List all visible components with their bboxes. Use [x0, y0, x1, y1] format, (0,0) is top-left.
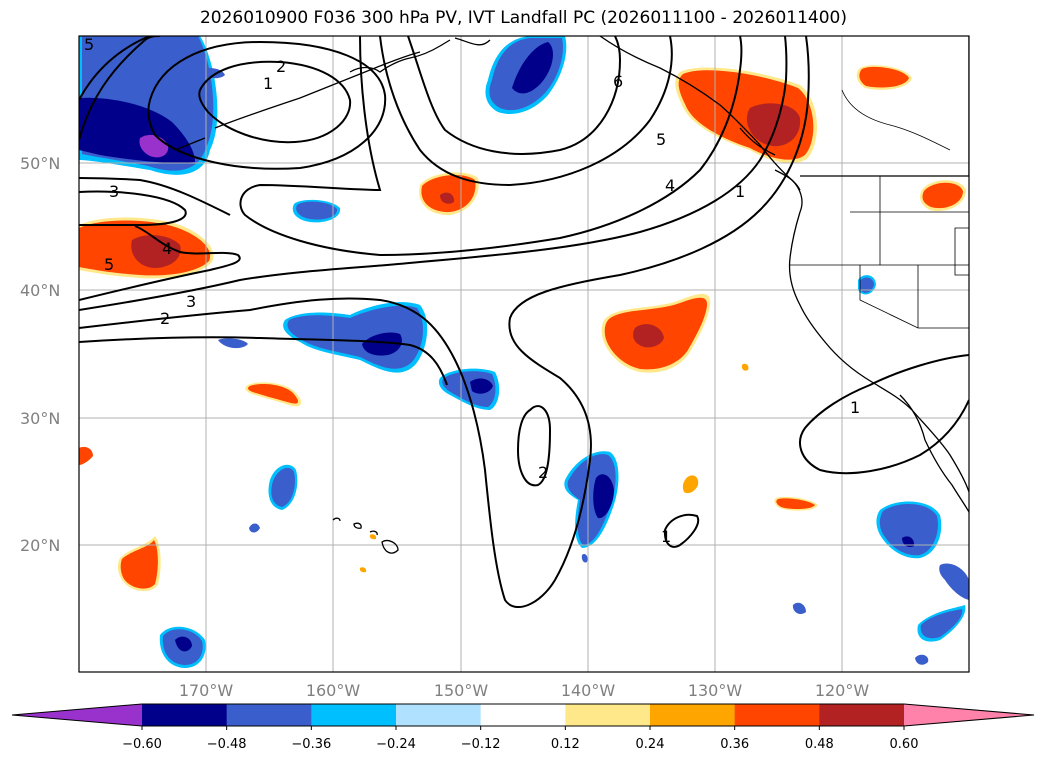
- contour-label: 2: [160, 309, 170, 328]
- contour-label: 5: [656, 130, 666, 149]
- colorbar-box: [396, 704, 482, 726]
- colorbar-tick-label: −0.48: [207, 737, 247, 752]
- colorbar-tick-label: 0.12: [551, 737, 580, 752]
- lat-label-30n: 30°N: [20, 409, 60, 428]
- lon-label-130w: 130°W: [688, 681, 743, 700]
- lon-label-120w: 120°W: [815, 681, 870, 700]
- colorbar-tick-label: −0.60: [122, 737, 162, 752]
- colorbar-box: [226, 704, 312, 726]
- contour-label: 6: [613, 72, 623, 91]
- colorbar-tick-label: 0.60: [890, 737, 919, 752]
- contour-label: 1: [263, 74, 273, 93]
- contour-labels: 5 2 1 6 5 4 1 3 4 5 3 2 2 1 1: [84, 35, 860, 546]
- negative-anomaly-shading: [79, 36, 969, 668]
- contour-label: 5: [84, 35, 94, 54]
- colorbar-box: [819, 704, 905, 726]
- map-panel: 5 2 1 6 5 4 1 3 4 5 3 2 2 1 1: [79, 35, 969, 672]
- contour-label: 4: [665, 176, 675, 195]
- lat-label-20n: 20°N: [20, 536, 60, 555]
- colorbar-tick-label: 0.48: [805, 737, 834, 752]
- lat-label-40n: 40°N: [20, 281, 60, 300]
- lat-label-50n: 50°N: [20, 154, 60, 173]
- colorbar-box: [480, 704, 566, 726]
- latitude-labels: 50°N 40°N 30°N 20°N: [20, 154, 60, 555]
- positive-anomaly-shading: [79, 65, 966, 592]
- lon-label-150w: 150°W: [434, 681, 489, 700]
- colorbar-extend-low: [12, 704, 142, 726]
- colorbar-tick-label: 0.36: [720, 737, 749, 752]
- colorbar-tick-label: 0.24: [636, 737, 665, 752]
- lon-label-170w: 170°W: [179, 681, 234, 700]
- colorbar-box: [142, 704, 228, 726]
- colorbar-tick-label: −0.12: [461, 737, 501, 752]
- contour-label: 1: [735, 182, 745, 201]
- coastlines: [174, 36, 969, 554]
- lon-label-160w: 160°W: [306, 681, 361, 700]
- lon-label-140w: 140°W: [561, 681, 616, 700]
- map-frame: [78, 35, 970, 673]
- longitude-labels: 170°W 160°W 150°W 140°W 130°W 120°W: [179, 681, 870, 700]
- colorbar-box: [734, 704, 820, 726]
- colorbar-box: [311, 704, 397, 726]
- colorbar-tick-label: −0.24: [376, 737, 416, 752]
- contour-label: 4: [162, 239, 172, 258]
- contour-label: 1: [850, 398, 860, 417]
- contour-label: 1: [661, 527, 671, 546]
- contour-label: 2: [276, 57, 286, 76]
- colorbar-tick-label: −0.36: [291, 737, 331, 752]
- contour-label: 3: [109, 182, 119, 201]
- colorbar: −0.60 −0.48 −0.36 −0.24 −0.12 0.12 0.24 0.36 0.4…: [11, 703, 1035, 752]
- contour-label: 3: [186, 292, 196, 311]
- colorbar-extend-high: [904, 704, 1034, 726]
- figure-title: 2026010900 F036 300 hPa PV, IVT Landfall…: [199, 8, 847, 28]
- colorbar-box: [650, 704, 736, 726]
- contour-label: 5: [104, 255, 114, 274]
- contour-label: 2: [538, 463, 548, 482]
- pv-contours: [79, 36, 969, 609]
- graticule: [79, 36, 969, 672]
- colorbar-box: [565, 704, 651, 726]
